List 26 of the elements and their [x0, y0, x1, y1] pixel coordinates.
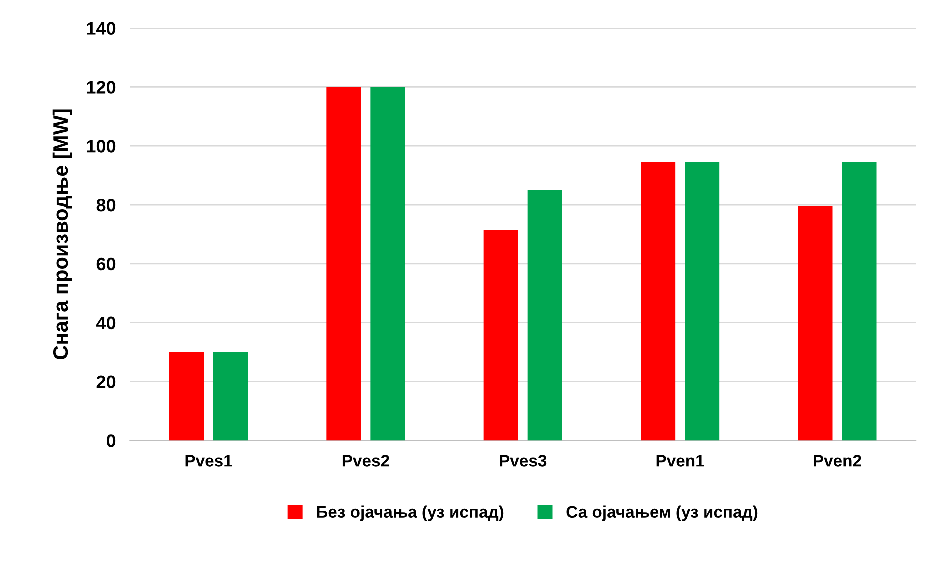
y-tick-label: 20	[96, 376, 116, 388]
bar	[685, 162, 720, 441]
x-tick-label: Pves1	[186, 455, 232, 467]
bar	[798, 206, 833, 441]
y-axis-title: Снага производње [MW]	[52, 110, 72, 360]
bar	[326, 87, 362, 441]
legend-label: Без ојачања (уз испад)	[317, 506, 504, 522]
x-tick-label: Pven1	[656, 455, 704, 467]
bar	[528, 190, 562, 441]
bar	[641, 162, 676, 441]
bar	[842, 162, 877, 441]
x-tick-label: Pves3	[500, 455, 547, 467]
bar	[169, 352, 204, 441]
y-tick-label: 100	[87, 140, 116, 153]
x-tick-label: Pven2	[814, 455, 862, 467]
y-tick-label: 40	[96, 316, 116, 330]
y-tick-label: 120	[87, 81, 116, 94]
legend-label: Са ојачањем (уз испад)	[566, 506, 758, 522]
y-tick-label: 0	[106, 434, 116, 448]
y-tick-label: 80	[96, 198, 116, 212]
bar	[370, 87, 406, 441]
bar	[214, 352, 248, 441]
bar	[484, 230, 518, 441]
y-tick-label: 60	[96, 258, 116, 271]
y-tick-label: 140	[87, 22, 116, 35]
x-tick-label: Pves2	[342, 455, 390, 467]
